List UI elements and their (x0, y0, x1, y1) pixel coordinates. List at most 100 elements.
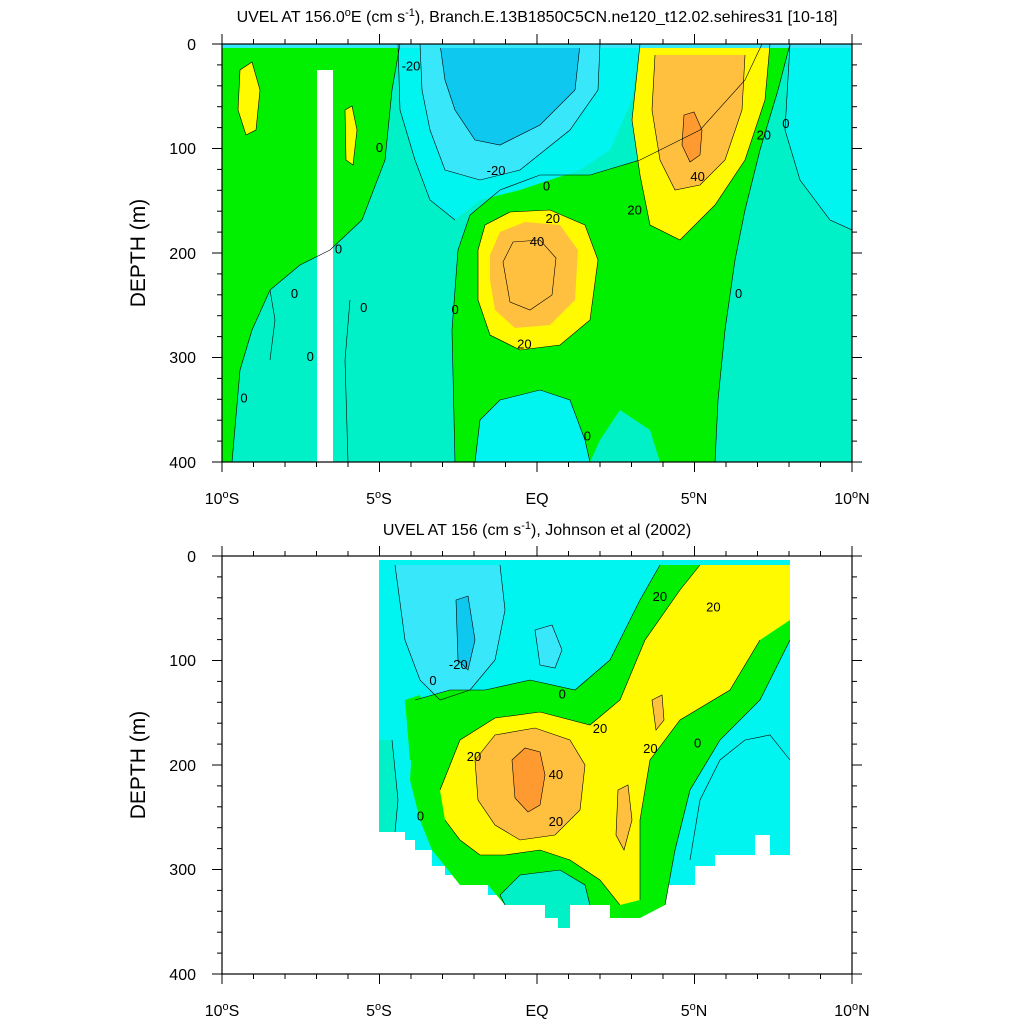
x-tick-label-10n: 10oN (834, 489, 869, 508)
x-tick-label-5s: 5oS (366, 489, 392, 508)
y-tick-label: 400 (169, 967, 196, 984)
contour-label: 20 (653, 589, 667, 604)
contour-line (394, 564, 506, 701)
contour-label: -20 (402, 58, 421, 73)
y-tick-label: 200 (169, 758, 196, 775)
x-tick-label-10s: 10oS (205, 489, 240, 508)
x-tick-label-10n: 10oN (834, 1001, 869, 1020)
contour-label: 0 (376, 140, 383, 155)
fill-neg30-center (439, 44, 581, 146)
contour-label: 20 (593, 721, 607, 736)
contour-field-model (222, 44, 852, 462)
fill-pos40-core (511, 747, 546, 813)
x-tick-label-eq: EQ (525, 491, 548, 508)
contour-line (397, 44, 456, 221)
contour-line (784, 44, 852, 231)
y-tick-label: 100 (169, 653, 196, 670)
y-tick-label: 300 (169, 350, 196, 367)
contour-line (474, 727, 586, 841)
contour-label: 20 (517, 336, 531, 351)
y-tick-label: 0 (187, 37, 196, 54)
contour-label: 20 (546, 211, 560, 226)
fill-neg20-west (395, 565, 505, 700)
contour-label: 0 (735, 286, 742, 301)
contour-line (269, 289, 276, 361)
contour-label: 20 (549, 814, 563, 829)
panel-observed: UVEL AT 156 (cm s-1), Johnson et al (200… (127, 520, 870, 1020)
fill-pos10-west (222, 44, 400, 462)
contour-line (231, 249, 331, 462)
y-tick-label: 300 (169, 862, 196, 879)
contour-label: 0 (360, 300, 367, 315)
x-tick-label-eq: EQ (525, 1003, 548, 1020)
panel-model-x-tick-labels: 10oS 5oS EQ 5oN 10oN (205, 489, 870, 508)
contour-line (477, 209, 599, 351)
contour-line (664, 639, 791, 906)
panel-model: UVEL AT 156.0oE (cm s-1), Branch.E.13B18… (127, 7, 870, 508)
contour-line (714, 44, 791, 462)
y-tick-label: 0 (187, 549, 196, 566)
x-tick-label-10s: 10oS (205, 1001, 240, 1020)
fill-zero-deep (475, 390, 590, 462)
contour-label: 20 (757, 127, 771, 142)
panel-model-y-tick-labels: 0 100 200 300 400 (169, 37, 196, 472)
contour-label: 20 (467, 749, 481, 764)
fill-pos40-north (681, 111, 703, 163)
contour-line (451, 44, 763, 462)
contour-labels-observed: 20 20 -20 0 0 20 20 0 20 40 20 0 (417, 589, 721, 829)
contour-label: 40 (549, 767, 563, 782)
contour-line (329, 44, 401, 251)
fill-pos20-west1 (237, 61, 261, 136)
panel-observed-y-tick-labels: 0 100 200 300 400 (169, 549, 196, 984)
panel-model-ticks (212, 34, 862, 472)
contour-label: 40 (690, 169, 704, 184)
fill-zero-east (690, 735, 790, 866)
contour-label: 0 (584, 428, 591, 443)
fill-zero-south (500, 870, 590, 928)
contour-label: 0 (307, 349, 314, 364)
contour-label: 0 (417, 809, 424, 824)
contour-label: 40 (530, 234, 544, 249)
y-tick-label: 400 (169, 455, 196, 472)
y-tick-label: 100 (169, 141, 196, 158)
contour-label: 0 (335, 241, 342, 256)
contour-field-observed (379, 560, 791, 928)
panel-model-ylabel: DEPTH (m) (127, 199, 150, 308)
x-tick-label-5n: 5oN (681, 489, 708, 508)
contour-line (689, 734, 791, 861)
fill-pos40-center (502, 239, 557, 311)
fill-pos30-east-spot (615, 784, 633, 851)
y-tick-label: 200 (169, 246, 196, 263)
contour-line (414, 564, 661, 701)
contour-line (474, 389, 591, 462)
contour-label: 0 (694, 736, 701, 751)
contour-line (391, 739, 399, 833)
contour-line (499, 869, 591, 906)
panel-observed-title: UVEL AT 156 (cm s-1), Johnson et al (200… (383, 520, 691, 539)
contour-label: 0 (451, 302, 458, 317)
contour-label: -20 (487, 163, 506, 178)
fill-zero-west-col (379, 740, 398, 832)
contour-line (439, 564, 701, 791)
fill-pos20-west2 (344, 105, 358, 166)
contour-line (419, 44, 601, 181)
contour-line (631, 44, 771, 241)
contour-line (344, 299, 351, 462)
contour-label: 0 (291, 286, 298, 301)
contour-label: 20 (706, 600, 720, 615)
fill-pos30-north-spot (651, 694, 665, 731)
contour-line (444, 819, 621, 906)
contour-label: 0 (782, 116, 789, 131)
contour-label: 0 (559, 686, 566, 701)
panel-observed-ylabel: DEPTH (m) (127, 711, 150, 820)
contour-label: -20 (449, 657, 468, 672)
contour-label: 0 (240, 391, 247, 406)
contour-label: 20 (627, 203, 641, 218)
contour-line (651, 54, 746, 191)
contour-label: 20 (643, 741, 657, 756)
fill-pos10-west-vert (405, 695, 430, 770)
surface-strip (222, 44, 852, 48)
missing-column (317, 70, 333, 462)
